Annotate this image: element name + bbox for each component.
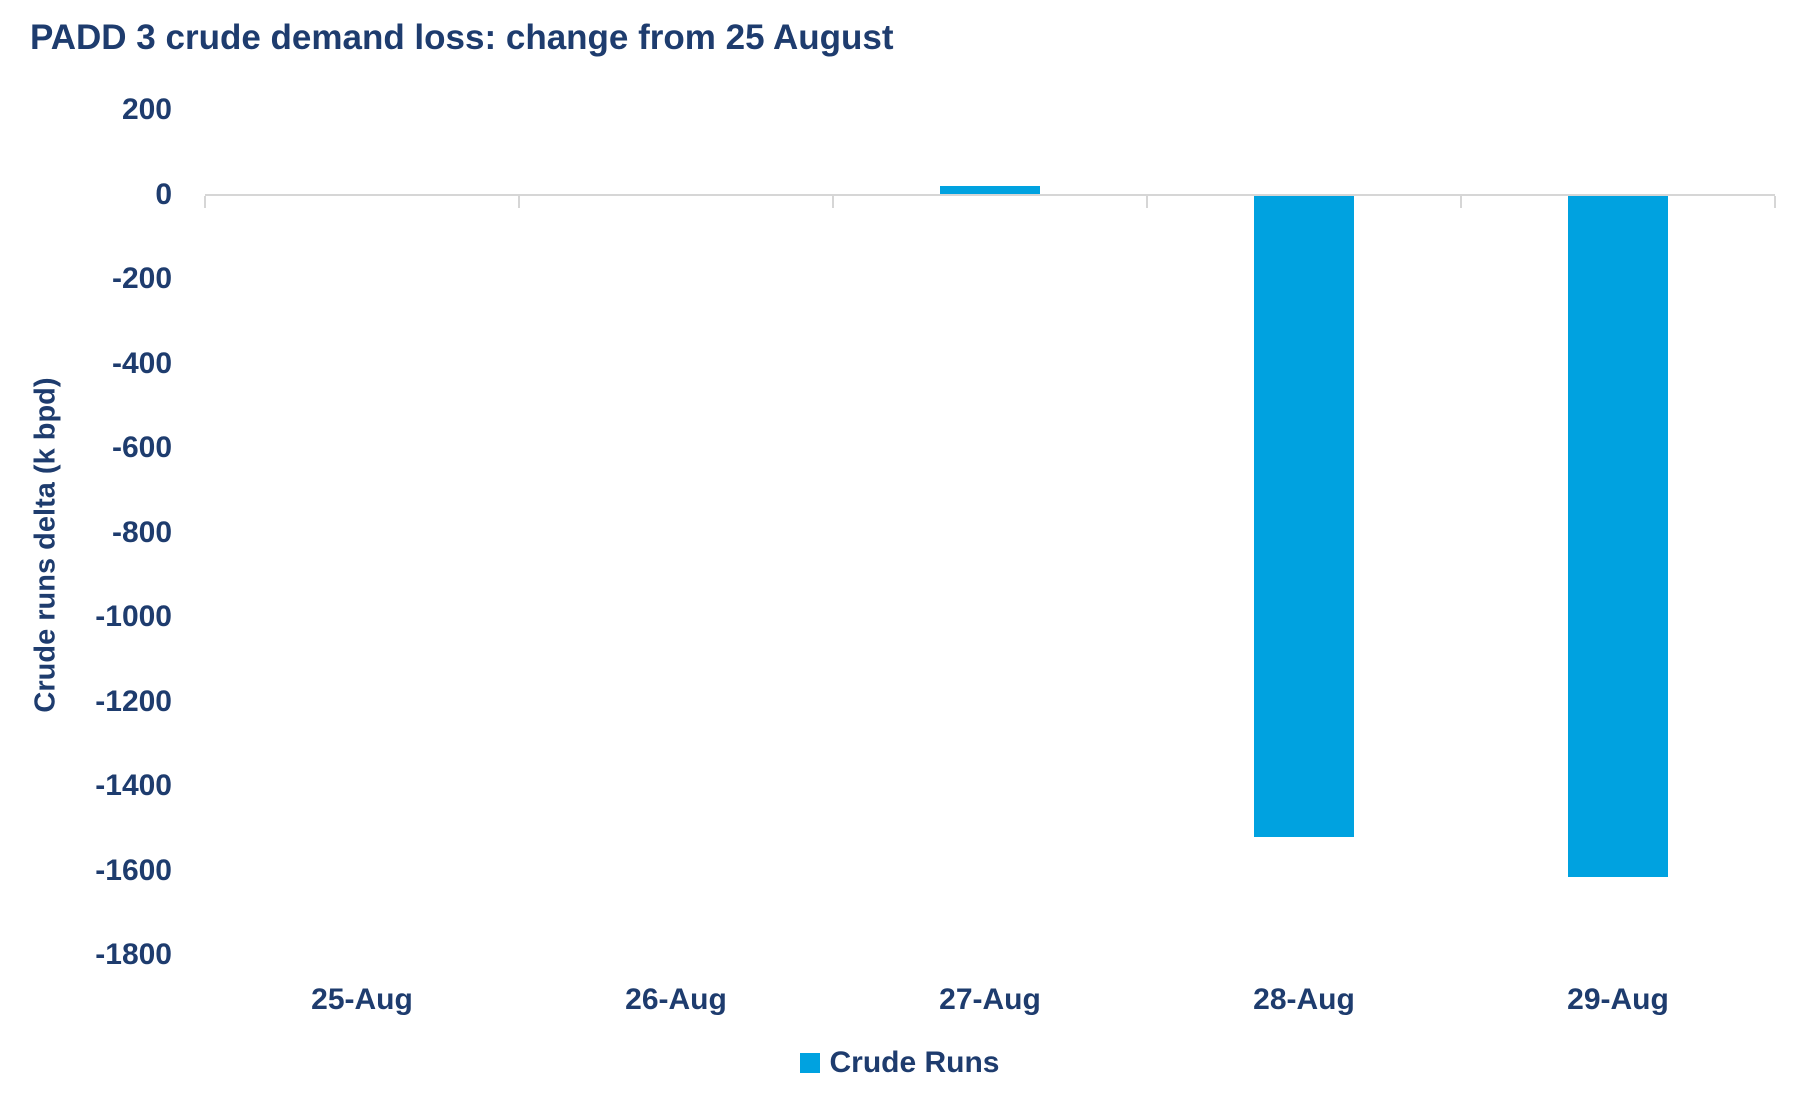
x-axis-tick xyxy=(1146,195,1148,208)
bar-27-Aug xyxy=(940,186,1040,195)
y-tick-label--1800: -1800 xyxy=(95,938,172,971)
legend-label-crude-runs: Crude Runs xyxy=(829,1046,1000,1079)
legend: Crude Runs xyxy=(0,1046,1800,1080)
bar-28-Aug xyxy=(1254,194,1354,837)
legend-swatch-crude-runs xyxy=(800,1053,821,1073)
x-axis-tick xyxy=(518,195,520,208)
y-tick-label--200: -200 xyxy=(111,262,172,295)
x-axis-tick xyxy=(832,195,834,208)
x-axis-tick xyxy=(1460,195,1462,208)
x-axis-tick xyxy=(1774,195,1776,208)
x-tick-label-26-Aug: 26-Aug xyxy=(625,983,727,1016)
x-tick-label-25-Aug: 25-Aug xyxy=(311,983,413,1016)
y-tick-label--800: -800 xyxy=(111,515,172,549)
y-tick-label--1200: -1200 xyxy=(95,684,172,718)
x-tick-label-28-Aug: 28-Aug xyxy=(1253,983,1355,1016)
chart-title: PADD 3 crude demand loss: change from 25… xyxy=(30,18,894,57)
x-tick-label-29-Aug: 29-Aug xyxy=(1567,983,1669,1016)
y-tick-label--400: -400 xyxy=(111,346,172,380)
y-tick-label--1000: -1000 xyxy=(95,600,172,633)
y-tick-label--1400: -1400 xyxy=(95,769,172,802)
y-tick-label-200: 200 xyxy=(121,93,172,126)
y-tick-label-0: 0 xyxy=(155,177,172,211)
y-tick-label--1600: -1600 xyxy=(95,853,172,887)
x-axis-tick xyxy=(204,195,206,208)
x-axis-line xyxy=(205,193,1775,196)
y-tick-label--600: -600 xyxy=(111,431,172,464)
bar-29-Aug xyxy=(1568,194,1668,877)
x-tick-label-27-Aug: 27-Aug xyxy=(939,983,1041,1016)
